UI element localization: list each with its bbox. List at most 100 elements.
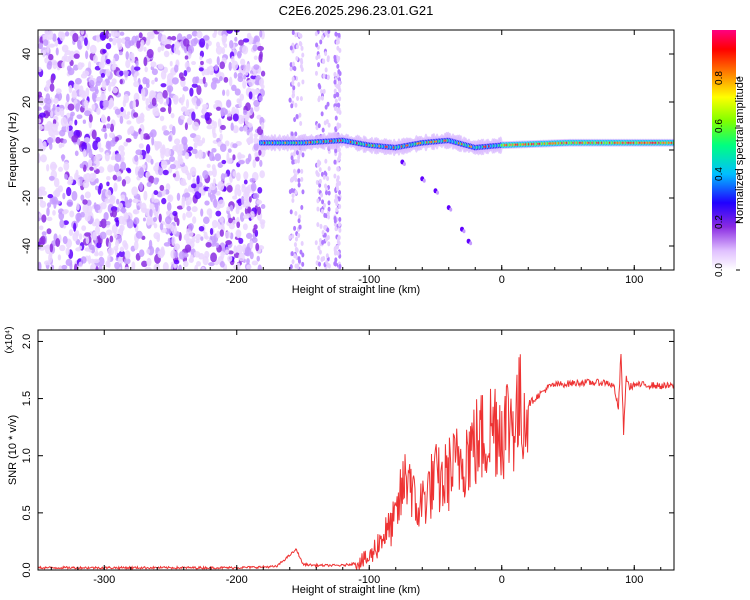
- heatmap-noise-cell: [234, 88, 241, 96]
- heatmap-noise-cell: [108, 197, 116, 205]
- heatmap-streak-cell: [315, 170, 319, 176]
- heatmap-noise-cell: [151, 136, 155, 146]
- heatmap-noise-cell: [202, 216, 210, 224]
- heatmap-streak-cell: [335, 84, 339, 90]
- heatmap-noise-cell: [186, 66, 191, 73]
- heatmap-streak-cell: [334, 98, 338, 104]
- heatmap-noise-cell: [119, 224, 125, 232]
- heatmap-noise-cell: [105, 189, 112, 198]
- heatmap-noise-cell: [159, 184, 165, 192]
- heatmap-streak-cell: [290, 155, 294, 161]
- heatmap-noise-cell: [78, 261, 83, 268]
- heatmap-noise-cell: [98, 61, 105, 69]
- heatmap-streak-cell: [315, 260, 319, 266]
- heatmap-noise-cell: [96, 107, 101, 115]
- heatmap-noise-cell: [91, 104, 96, 112]
- heatmap-noise-cell: [79, 176, 83, 187]
- heatmap-noise-cell: [199, 38, 206, 48]
- heatmap-streak-cell: [291, 259, 295, 265]
- heatmap-noise-cell: [105, 220, 111, 226]
- heatmap-noise-cell: [139, 167, 144, 176]
- heatmap-streak-cell: [334, 148, 338, 154]
- heatmap-noise-cell: [206, 66, 210, 76]
- heatmap-noise-cell: [251, 260, 259, 266]
- heatmap-noise-cell: [75, 169, 79, 178]
- snr-y-axis-label: SNR (10 * v/v): [7, 415, 19, 485]
- heatmap-noise-cell: [165, 96, 170, 106]
- heatmap-noise-cell: [145, 36, 151, 46]
- heatmap-noise-cell: [183, 69, 188, 77]
- heatmap-noise-cell: [124, 250, 131, 260]
- heatmap-noise-cell: [134, 154, 139, 162]
- heatmap-noise-cell: [162, 169, 169, 176]
- heatmap-noise-cell: [191, 30, 198, 37]
- heatmap-noise-cell: [183, 260, 189, 268]
- heatmap-noise-cell: [221, 159, 227, 165]
- heatmap-noise-cell: [258, 149, 262, 156]
- heatmap-streak-cell: [334, 31, 338, 37]
- heatmap-noise-cell: [187, 45, 195, 54]
- heatmap-noise-cell: [232, 154, 236, 161]
- heatmap-noise-cell: [92, 140, 99, 151]
- heatmap-streak-cell: [292, 151, 296, 157]
- heatmap-noise-cell: [113, 182, 118, 192]
- heatmap-streak-cell: [324, 74, 328, 80]
- heatmap-noise-cell: [119, 115, 124, 124]
- heatmap-noise-cell: [95, 177, 99, 184]
- y-tick-label: 0: [21, 147, 33, 153]
- heatmap-noise-cell: [254, 151, 259, 157]
- heatmap-streak-cell: [338, 180, 342, 186]
- heatmap-noise-cell: [196, 175, 200, 185]
- heatmap-noise-cell: [181, 198, 185, 209]
- heatmap-noise-cell: [147, 104, 155, 109]
- heatmap-noise-cell: [109, 235, 114, 243]
- heatmap-noise-cell: [240, 195, 245, 205]
- heatmap-streak-cell: [295, 114, 299, 120]
- heatmap-streak-cell: [314, 240, 318, 246]
- heatmap-streak-cell: [319, 39, 323, 45]
- heatmap-noise-cell: [145, 171, 151, 178]
- heatmap-noise-cell: [187, 146, 194, 151]
- heatmap-noise-cell: [46, 163, 50, 172]
- heatmap-streak-cell: [325, 253, 329, 259]
- heatmap-streak-cell: [298, 214, 302, 220]
- heatmap-noise-cell: [233, 72, 238, 79]
- heatmap-streak-cell: [301, 189, 305, 195]
- heatmap-streak-cell: [294, 131, 298, 137]
- heatmap-streak-cell: [316, 222, 320, 228]
- heatmap-noise-cell: [180, 181, 187, 186]
- heatmap-noise-cell: [44, 244, 51, 249]
- heatmap-noise-cell: [108, 33, 112, 38]
- heatmap-noise-cell: [237, 72, 243, 79]
- heatmap-noise-cell: [162, 262, 169, 270]
- heatmap-noise-cell: [127, 168, 132, 174]
- heatmap-streak-cell: [336, 177, 340, 183]
- heatmap-streak-cell: [300, 168, 304, 174]
- heatmap-streak-cell: [292, 85, 296, 91]
- heatmap-noise-cell: [239, 93, 245, 101]
- heatmap-noise-cell: [71, 135, 79, 143]
- heatmap-streak-cell: [333, 93, 337, 99]
- heatmap-streak-cell: [297, 182, 301, 188]
- heatmap-noise-cell: [48, 43, 56, 48]
- heatmap-noise-cell: [49, 110, 54, 118]
- heatmap-noise-cell: [80, 73, 88, 79]
- heatmap-noise-cell: [259, 170, 265, 179]
- heatmap-noise-cell: [180, 76, 186, 82]
- heatmap-noise-cell: [208, 262, 215, 267]
- heatmap-noise-cell: [98, 256, 105, 267]
- heatmap-streak-cell: [299, 149, 303, 155]
- x-tick-label: 0: [499, 574, 505, 586]
- heatmap-noise-cell: [211, 147, 217, 153]
- heatmap-noise-cell: [112, 57, 116, 67]
- snr-panel: -300 -200 -100 0 100 0.00.51.01.52.0 (x10⁴) …: [4, 326, 675, 596]
- heatmap-noise-cell: [59, 244, 66, 252]
- heatmap-streak-cell: [327, 241, 331, 247]
- spectrogram-y-axis-label: Frequency (Hz): [7, 112, 19, 188]
- heatmap-noise-cell: [46, 137, 54, 144]
- heatmap-noise-cell: [49, 243, 54, 253]
- heatmap-streak-cell: [289, 62, 293, 68]
- colorbar: 0.0 0.2 0.4 0.6 0.8 Normalized spectral ampl…: [712, 30, 746, 277]
- heatmap-noise-cell: [117, 256, 124, 265]
- heatmap-noise-cell: [99, 147, 104, 153]
